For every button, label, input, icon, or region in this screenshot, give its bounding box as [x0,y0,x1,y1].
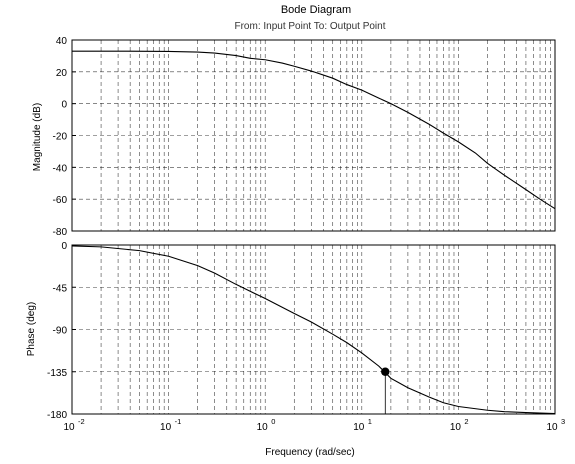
y-tick-label: -180 [47,410,67,421]
data-tip-marker[interactable] [381,367,390,376]
magnitude-response-line [72,50,556,210]
y-tick-label: -60 [53,195,68,206]
x-tick-label: 10 [160,422,172,433]
y-tick-label: 40 [56,36,68,47]
x-tick-label: 10 [63,422,75,433]
y-tick-label: 0 [61,100,67,111]
chart-subtitle: From: Input Point To: Output Point [234,21,385,32]
x-tick-exponent: 3 [561,417,565,426]
x-tick-exponent: -2 [78,417,85,426]
y-tick-label: 0 [61,241,67,252]
x-tick-exponent: 2 [464,417,468,426]
phase-axis-label: Phase (deg) [26,302,37,356]
x-tick-label: 10 [546,422,558,433]
chart-title: Bode Diagram [281,4,351,16]
phase-response-line [71,245,556,415]
y-tick-label: -135 [47,368,67,379]
y-tick-label: -90 [53,326,68,337]
y-tick-label: 20 [56,68,68,79]
y-tick-label: -40 [53,163,68,174]
x-tick-label: 10 [257,422,269,433]
y-tick-label: -45 [53,283,68,294]
x-tick-exponent: -1 [175,417,182,426]
x-tick-exponent: 1 [368,417,372,426]
y-tick-label: -20 [53,132,68,143]
y-tick-label: -80 [53,227,68,238]
magnitude-axis-label: Magnitude (dB) [32,103,43,171]
x-tick-exponent: 0 [271,417,275,426]
magnitude-panel: 40 20 0 -20 -40 -60 -80 [53,36,556,238]
x-tick-label: 10 [450,422,462,433]
x-axis-label: Frequency (rad/sec) [265,447,354,458]
x-tick-label: 10 [353,422,365,433]
